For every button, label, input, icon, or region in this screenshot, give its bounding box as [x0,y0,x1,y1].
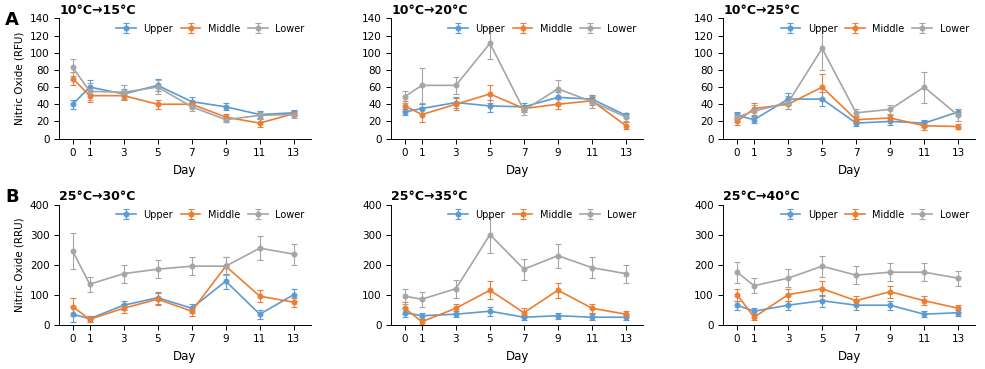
Text: 25°C→35°C: 25°C→35°C [391,190,468,203]
X-axis label: Day: Day [837,350,861,363]
Text: 25°C→40°C: 25°C→40°C [724,190,800,203]
Legend: Upper, Middle, Lower: Upper, Middle, Lower [112,206,308,224]
Legend: Upper, Middle, Lower: Upper, Middle, Lower [777,206,973,224]
X-axis label: Day: Day [173,350,197,363]
X-axis label: Day: Day [505,164,529,177]
X-axis label: Day: Day [505,350,529,363]
Text: A: A [5,11,19,29]
Legend: Upper, Middle, Lower: Upper, Middle, Lower [112,20,308,38]
Text: 10°C→25°C: 10°C→25°C [724,4,800,17]
Legend: Upper, Middle, Lower: Upper, Middle, Lower [777,20,973,38]
Text: 25°C→30°C: 25°C→30°C [59,190,136,203]
Text: 10°C→20°C: 10°C→20°C [391,4,468,17]
Y-axis label: Nitric Oxide (RFU): Nitric Oxide (RFU) [14,32,24,125]
Legend: Upper, Middle, Lower: Upper, Middle, Lower [444,20,640,38]
Legend: Upper, Middle, Lower: Upper, Middle, Lower [444,206,640,224]
Text: 10°C→15°C: 10°C→15°C [59,4,136,17]
Text: B: B [5,188,19,206]
Y-axis label: Nitric Oxide (RRU): Nitric Oxide (RRU) [14,217,25,312]
X-axis label: Day: Day [173,164,197,177]
X-axis label: Day: Day [837,164,861,177]
